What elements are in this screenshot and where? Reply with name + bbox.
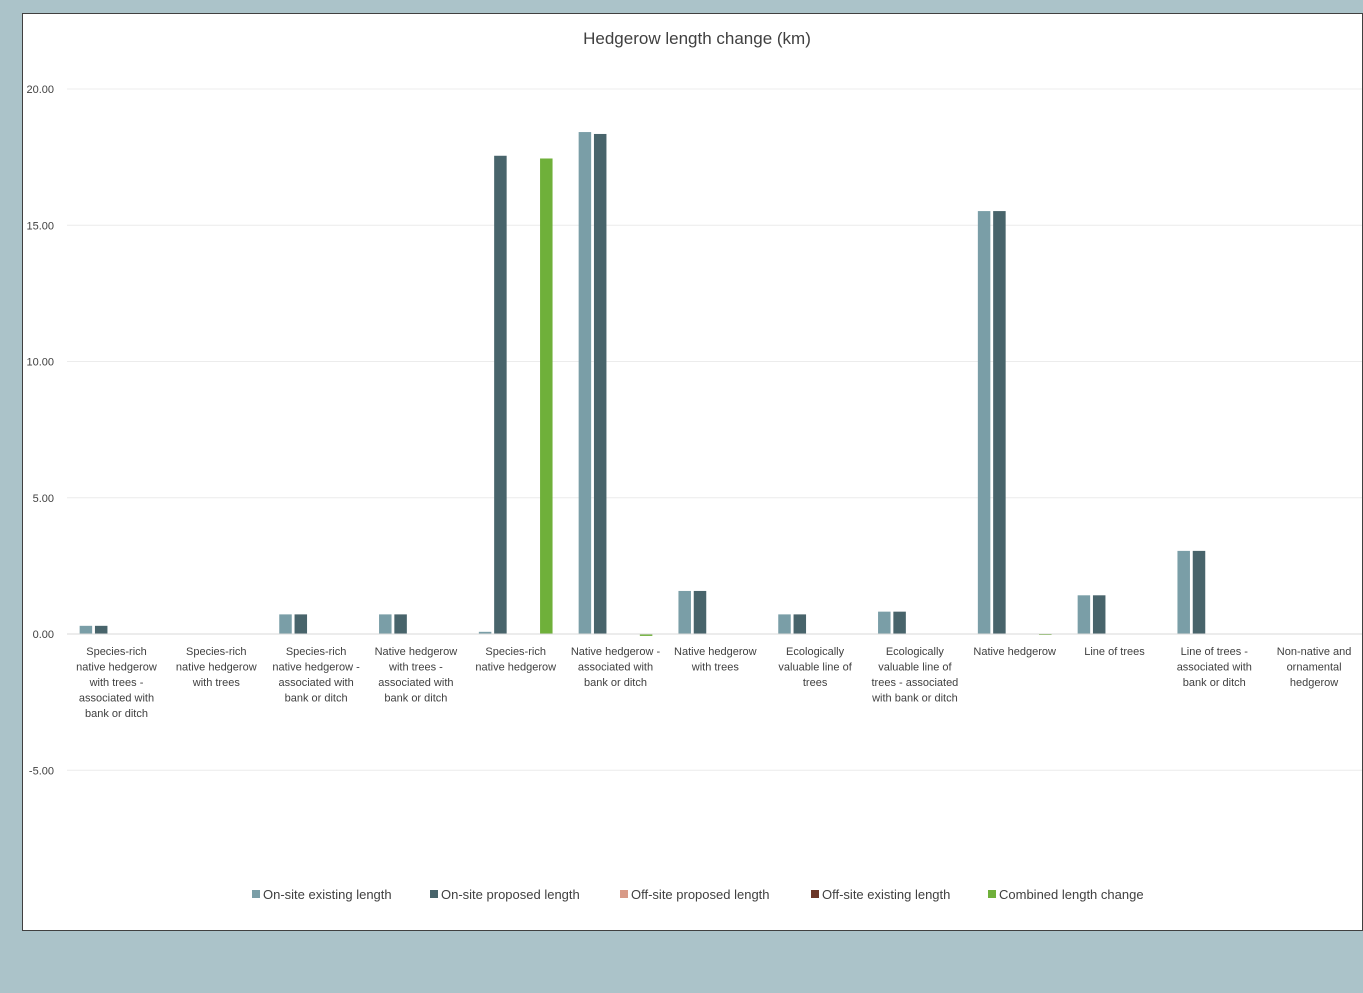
legend-label: On-site proposed length [441, 887, 580, 902]
bar [1177, 550, 1190, 634]
bar [693, 590, 707, 634]
x-category-label: Species-rich native hedgerow with trees [176, 646, 257, 689]
y-tick-label: 0.00 [33, 629, 54, 641]
x-category-label: Non-native and ornamental hedgerow [1277, 646, 1352, 689]
legend-swatch [811, 890, 819, 898]
y-tick-label: 10.00 [26, 357, 54, 369]
bar [279, 614, 292, 634]
legend-swatch [252, 890, 260, 898]
x-category-label: Ecologically valuable line of trees [778, 646, 852, 689]
legend-label: Off-site existing length [822, 887, 950, 902]
bar [1077, 595, 1091, 634]
gridlines [67, 88, 1362, 771]
bar [593, 133, 607, 634]
bar [578, 132, 592, 634]
legend-swatch [988, 890, 996, 898]
bar [678, 590, 691, 634]
bar [1192, 550, 1206, 634]
bar [294, 614, 308, 634]
x-category-label: Species-rich native hedgerow with trees -a… [76, 646, 157, 720]
legend-swatch [620, 890, 628, 898]
bar [878, 611, 891, 634]
y-tick-label: 15.00 [26, 220, 54, 232]
y-axis-ticks: 20.00 15.00 10.00 5.00 0.00 -5.00 [26, 84, 54, 777]
legend-label: Combined length change [999, 887, 1144, 902]
legend: On-site existing length On-site proposed … [252, 887, 1144, 902]
legend-label: Off-site proposed length [631, 887, 770, 902]
x-axis-categories: Species-rich native hedgerow with trees -a… [76, 646, 1351, 720]
bar [478, 631, 492, 634]
bar [94, 625, 108, 634]
x-category-label: Native hedgerow with trees [674, 646, 757, 674]
bar [639, 634, 653, 636]
x-category-label: Line of trees [1084, 646, 1145, 658]
y-tick-label: 5.00 [33, 493, 54, 505]
bar [379, 614, 392, 634]
bar [778, 614, 791, 634]
bar [893, 611, 906, 634]
bar [494, 155, 507, 634]
x-category-label: Native hedgerow -associated with bank or … [571, 646, 661, 689]
bar [394, 614, 407, 634]
bar [977, 211, 991, 634]
bar [79, 625, 93, 634]
x-category-label: Species-rich native hedgerow -associated … [272, 646, 360, 705]
chart-title: Hedgerow length change (km) [583, 29, 811, 48]
x-category-label: Species-rich native hedgerow [475, 646, 556, 674]
x-category-label: Native hedgerow with trees -associated wi… [375, 646, 458, 705]
bar-chart: Hedgerow length change (km) 20.00 15.00 10… [26, 29, 1362, 902]
x-category-label: Ecologically valuable line of trees - asso… [871, 646, 958, 705]
bar [540, 158, 553, 635]
bar [793, 614, 807, 634]
bar [1092, 595, 1106, 634]
legend-label: On-site existing length [263, 887, 392, 902]
y-tick-label: -5.00 [29, 765, 54, 777]
y-tick-label: 20.00 [26, 84, 54, 96]
chart-area: Hedgerow length change (km) 20.00 15.00 10… [22, 13, 1363, 931]
bars [79, 132, 1206, 636]
legend-swatch [430, 890, 438, 898]
bar [993, 211, 1006, 634]
x-category-label: Native hedgerow [973, 646, 1056, 658]
x-category-label: Line of trees -associated with bank or di… [1177, 646, 1252, 689]
